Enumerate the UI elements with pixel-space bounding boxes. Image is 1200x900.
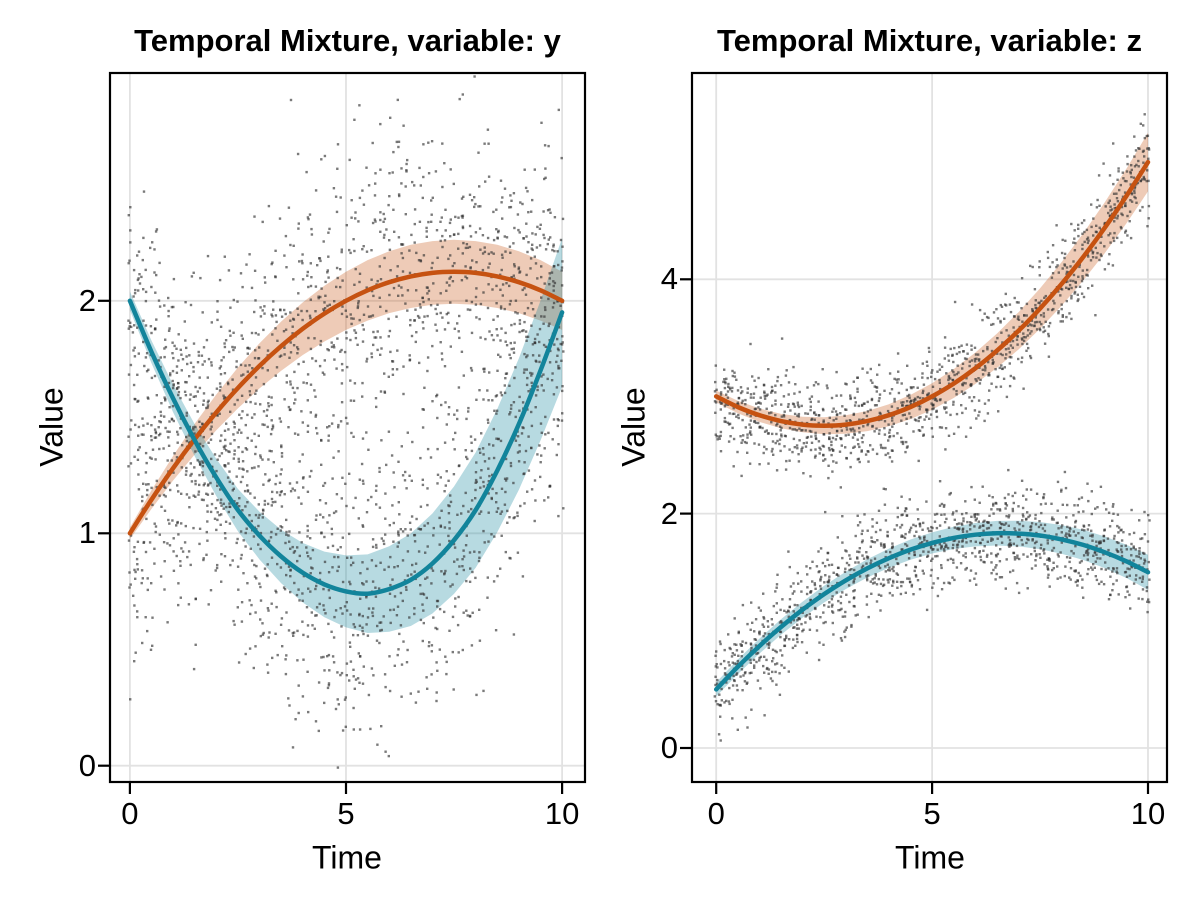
y-tick-label: 1 xyxy=(78,515,96,551)
x-tick-label: 10 xyxy=(1130,796,1166,831)
panel-title-z: Temporal Mixture, variable: z xyxy=(717,23,1142,58)
panel-border xyxy=(108,71,587,784)
x-tick-label: 10 xyxy=(544,796,580,831)
fit-line-component-teal xyxy=(127,298,565,597)
x-tick-label: 5 xyxy=(923,796,941,831)
panel-y xyxy=(98,71,587,794)
scatter-points xyxy=(127,75,565,769)
panel-z xyxy=(680,71,1169,794)
y-axis-label-right: Value xyxy=(615,387,652,467)
confidence-band-component-teal xyxy=(129,238,563,633)
x-tick-label: 5 xyxy=(337,796,355,831)
x-axis-label-left: Time xyxy=(312,839,382,876)
fit-line-component-orange xyxy=(713,159,1151,428)
tick-marks xyxy=(98,299,564,794)
fit-line-component-teal xyxy=(713,530,1151,692)
panel-title-y: Temporal Mixture, variable: y xyxy=(134,23,561,58)
y-tick-label: 0 xyxy=(78,747,96,783)
y-tick-label: 2 xyxy=(78,282,96,318)
y-tick-label: 2 xyxy=(660,495,678,531)
y-tick-label: 0 xyxy=(660,730,678,765)
x-axis-label-right: Time xyxy=(895,839,965,876)
y-tick-label: 4 xyxy=(660,261,678,297)
x-tick-label: 0 xyxy=(121,796,139,831)
tick-marks xyxy=(680,278,1150,794)
panel-border xyxy=(690,71,1169,784)
x-tick-label: 0 xyxy=(707,796,725,831)
y-axis-label-left: Value xyxy=(33,387,70,467)
fit-line-component-orange xyxy=(127,269,565,536)
